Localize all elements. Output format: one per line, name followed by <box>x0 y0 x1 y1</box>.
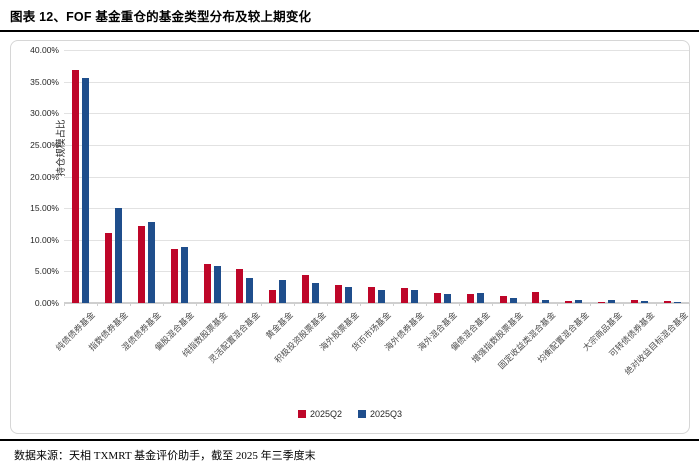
gridline <box>64 271 689 273</box>
bar-2025Q2 <box>466 293 474 303</box>
bar-2025Q3 <box>674 302 682 303</box>
legend-item-2025Q2: 2025Q2 <box>297 409 342 419</box>
bar-2025Q2 <box>269 289 277 303</box>
x-tick-mark <box>689 303 690 306</box>
bar-2025Q3 <box>180 246 188 303</box>
bar-2025Q3 <box>443 294 451 303</box>
y-tick-label: 10.00% <box>30 234 59 245</box>
x-tick-mark <box>261 303 263 306</box>
bar-2025Q2 <box>664 301 672 303</box>
bar-2025Q2 <box>631 300 639 303</box>
x-tick-mark <box>129 303 131 306</box>
bar-2025Q3 <box>213 265 221 303</box>
gridline <box>64 113 689 115</box>
x-tick-mark <box>524 303 526 306</box>
gridline <box>64 176 689 178</box>
title-divider <box>0 30 699 32</box>
x-tick-mark <box>392 303 394 306</box>
bar-2025Q2 <box>565 300 573 303</box>
x-tick-mark <box>195 303 197 306</box>
x-tick-mark <box>557 303 559 306</box>
x-tick-mark <box>96 303 98 306</box>
x-tick-mark <box>656 303 658 306</box>
x-tick-mark <box>491 303 493 306</box>
bar-2025Q3 <box>410 290 418 303</box>
bar-2025Q3 <box>279 280 287 303</box>
bar-2025Q3 <box>147 222 155 303</box>
bar-2025Q2 <box>532 292 540 303</box>
bar-2025Q3 <box>378 289 385 303</box>
bar-2025Q2 <box>236 268 244 303</box>
data-source-note: 数据来源：天相 TXMRT 基金评价助手，截至 2025 年三季度末 <box>14 450 316 462</box>
legend-label: 2025Q3 <box>370 409 403 419</box>
x-tick-mark <box>425 303 427 306</box>
bar-2025Q3 <box>114 208 122 303</box>
x-tick-mark <box>458 303 460 306</box>
bar-2025Q2 <box>499 296 507 303</box>
bar-2025Q2 <box>400 288 408 303</box>
bar-2025Q3 <box>476 292 484 303</box>
y-tick-label: 0.00% <box>34 298 59 308</box>
bar-2025Q2 <box>433 292 441 303</box>
bar-2025Q3 <box>246 277 254 303</box>
chart-title: 图表 12、FOF 基金重仓的基金类型分布及较上期变化 <box>10 10 312 24</box>
chart-legend: 2025Q2 2025Q3 <box>11 409 689 419</box>
bar-2025Q2 <box>137 225 145 303</box>
bar-2025Q2 <box>170 248 178 303</box>
bar-2025Q2 <box>71 69 79 303</box>
bar-2025Q2 <box>302 275 310 303</box>
y-tick-label: 35.00% <box>30 76 59 87</box>
bar-2025Q3 <box>345 286 353 303</box>
x-tick-mark <box>162 303 164 306</box>
y-tick-label: 25.00% <box>30 139 59 150</box>
y-tick-label: 15.00% <box>30 203 59 214</box>
bar-2025Q2 <box>335 284 343 303</box>
y-tick-label: 40.00% <box>30 45 59 55</box>
bar-2025Q3 <box>81 77 89 303</box>
x-axis-label: 绝对收益目标混合基金 <box>622 309 690 377</box>
x-tick-mark <box>228 303 230 306</box>
x-tick-mark <box>623 303 625 306</box>
x-axis-line <box>64 302 689 304</box>
x-tick-mark <box>590 303 592 306</box>
bar-2025Q3 <box>641 301 649 303</box>
bar-2025Q3 <box>575 300 583 303</box>
legend-swatch-icon <box>297 410 306 418</box>
y-tick-label: 5.00% <box>34 266 59 277</box>
x-tick-mark <box>64 303 65 306</box>
y-tick-label: 20.00% <box>30 171 59 182</box>
legend-swatch-icon <box>358 410 366 418</box>
bar-2025Q3 <box>312 283 320 303</box>
legend-item-2025Q3: 2025Q3 <box>358 409 402 419</box>
bar-2025Q2 <box>368 286 375 303</box>
x-tick-mark <box>327 303 329 306</box>
x-axis-label: 固定收益类混合基金 <box>496 309 558 371</box>
chart-container: 持仓规模占比 0.00% 5.00% 10.00% 15.00% 20.00% 25.00… <box>10 40 690 434</box>
bar-2025Q2 <box>598 302 606 303</box>
gridline <box>64 50 689 51</box>
bar-2025Q3 <box>509 297 517 303</box>
gridline <box>64 208 689 210</box>
bar-2025Q2 <box>203 263 211 303</box>
plot-area: 0.00% 5.00% 10.00% 15.00% 20.00% 25.00% 30.00%… <box>30 45 690 377</box>
y-tick-label: 30.00% <box>30 108 59 119</box>
bar-2025Q3 <box>608 300 616 303</box>
gridline <box>64 144 689 146</box>
footer-divider <box>0 439 699 441</box>
legend-label: 2025Q2 <box>309 409 342 419</box>
x-tick-mark <box>360 303 362 306</box>
bar-2025Q3 <box>542 299 550 303</box>
x-tick-mark <box>294 303 296 306</box>
gridline <box>64 239 689 241</box>
bar-2025Q2 <box>104 232 112 303</box>
gridline <box>64 81 689 83</box>
